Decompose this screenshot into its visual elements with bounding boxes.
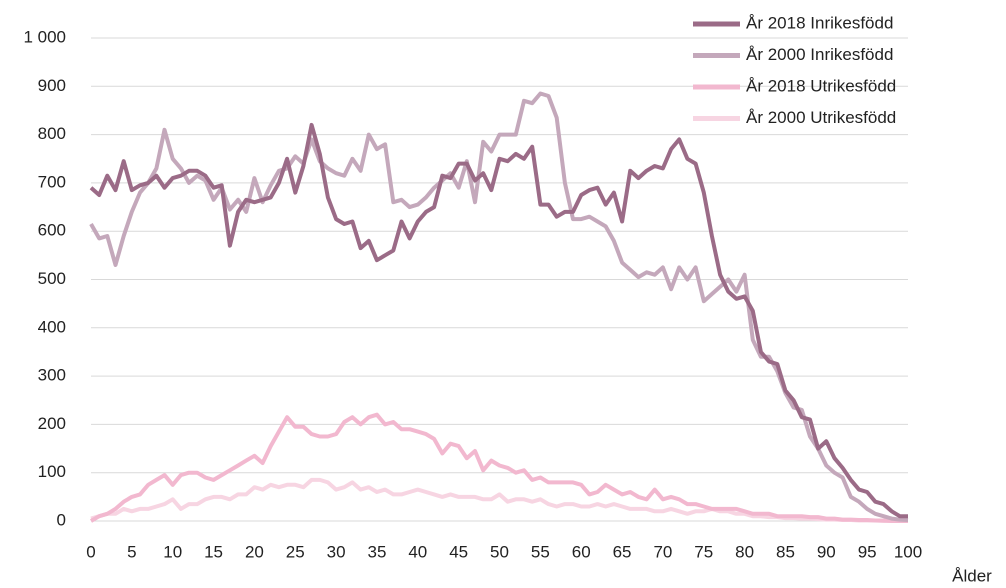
y-tick-label: 800: [38, 124, 66, 143]
x-tick-label: 95: [858, 542, 877, 561]
x-tick-label: 40: [408, 542, 427, 561]
x-tick-label: 70: [653, 542, 672, 561]
x-tick-label: 75: [694, 542, 713, 561]
series-line: [90, 477, 908, 523]
series-line: [89, 412, 908, 523]
x-tick-label: 25: [286, 542, 305, 561]
x-tick-label: 20: [245, 542, 264, 561]
legend-label: År 2000 Utrikesfödd: [746, 108, 896, 127]
x-tick-label: 85: [776, 542, 795, 561]
x-tick-label: 30: [327, 542, 346, 561]
x-tick-label: 100: [894, 542, 922, 561]
y-tick-label: 900: [38, 76, 66, 95]
x-tick-label: 55: [531, 542, 550, 561]
x-axis-label: Ålder: [952, 566, 992, 585]
y-tick-label: 600: [38, 221, 66, 240]
legend-label: År 2000 Inrikesfödd: [746, 45, 893, 64]
y-tick-label: 0: [57, 510, 66, 529]
x-tick-label: 0: [86, 542, 95, 561]
y-tick-label: 400: [38, 317, 66, 336]
series-line: [89, 122, 908, 519]
y-tick-label: 700: [38, 172, 66, 191]
y-tick-label: 300: [38, 366, 66, 385]
x-tick-label: 5: [127, 542, 136, 561]
x-tick-label: 10: [163, 542, 182, 561]
legend-label: År 2018 Inrikesfödd: [746, 13, 893, 32]
legend-label: År 2018 Utrikesfödd: [746, 76, 896, 95]
x-tick-label: 35: [367, 542, 386, 561]
x-tick-label: 45: [449, 542, 468, 561]
x-tick-label: 65: [613, 542, 632, 561]
y-tick-label: 1 000: [23, 27, 66, 46]
y-tick-label: 500: [38, 269, 66, 288]
x-tick-label: 80: [735, 542, 754, 561]
x-tick-label: 90: [817, 542, 836, 561]
x-tick-label: 60: [572, 542, 591, 561]
y-tick-label: 200: [38, 414, 66, 433]
x-tick-label: 50: [490, 542, 509, 561]
x-tick-label: 15: [204, 542, 223, 561]
y-tick-label: 100: [38, 462, 66, 481]
